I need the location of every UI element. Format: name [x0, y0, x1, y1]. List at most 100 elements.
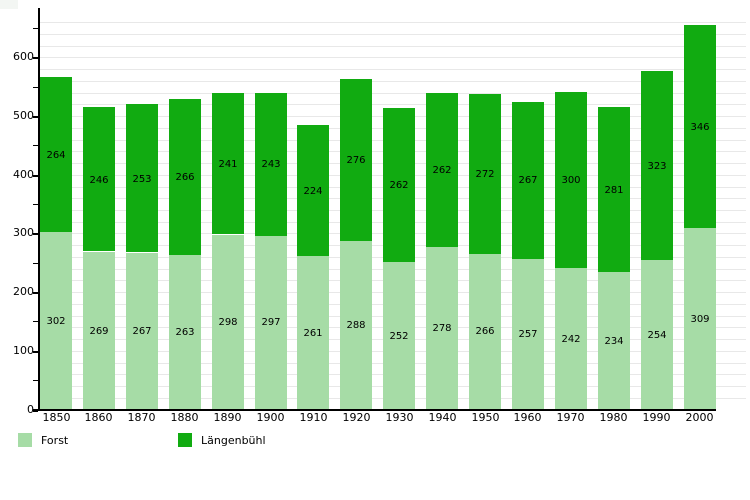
value-label-forst: 234: [604, 336, 624, 347]
value-label-forst: 309: [690, 314, 710, 325]
value-label-laengenbuehl: 323: [647, 161, 667, 172]
value-label-forst: 257: [518, 329, 538, 340]
bar-segment-forst: [426, 246, 458, 409]
value-label-laengenbuehl: 246: [89, 175, 109, 186]
bar-segment-forst: [555, 268, 587, 410]
corner-artifact: [0, 0, 18, 9]
legend-swatch-laengenbuehl: [178, 433, 192, 447]
bar-segment-forst: [83, 252, 115, 410]
x-axis-label: 1850: [42, 411, 71, 424]
value-label-forst: 254: [647, 330, 667, 341]
x-axis-label: 1980: [599, 411, 628, 424]
x-axis-label: 1970: [556, 411, 585, 424]
value-label-forst: 267: [132, 326, 152, 337]
value-label-forst: 252: [389, 331, 409, 342]
x-axis-label: 1910: [299, 411, 328, 424]
x-axis-label: 1870: [127, 411, 156, 424]
value-label-forst: 269: [89, 326, 109, 337]
y-axis-tick: [33, 145, 38, 146]
y-axis-label: 300: [13, 226, 34, 239]
gridline: [40, 93, 746, 94]
x-axis-label: 1930: [385, 411, 414, 424]
bar-segment-forst: [297, 256, 329, 409]
y-axis-tick: [33, 380, 38, 381]
bar-segment-forst: [383, 262, 415, 410]
y-axis-label: 100: [13, 344, 34, 357]
x-axis-label: 1880: [170, 411, 199, 424]
bar-segment-forst: [512, 259, 544, 410]
x-axis-label: 1940: [428, 411, 457, 424]
bar-segment-forst: [598, 272, 630, 409]
x-axis-label: 2000: [685, 411, 714, 424]
value-label-forst: 298: [218, 317, 238, 328]
bar-segment-laengenbuehl: [40, 77, 72, 232]
y-axis-tick: [33, 321, 38, 322]
bar-segment-forst: [469, 253, 501, 409]
value-label-laengenbuehl: 241: [218, 159, 238, 170]
y-axis-tick: [33, 263, 38, 264]
x-axis-label: 1990: [642, 411, 671, 424]
value-label-forst: 297: [261, 317, 281, 328]
bar-segment-forst: [40, 232, 72, 409]
value-label-forst: 278: [432, 323, 452, 334]
bar-segment-laengenbuehl: [297, 125, 329, 256]
legend-label-forst: Forst: [41, 434, 69, 447]
y-axis-tick: [33, 233, 38, 235]
y-axis-tick: [33, 351, 38, 353]
bar-segment-forst: [684, 228, 716, 409]
gridline: [40, 81, 746, 82]
bar-segment-forst: [169, 255, 201, 409]
x-axis-label: 1890: [213, 411, 242, 424]
bar-segment-laengenbuehl: [83, 107, 115, 251]
y-axis-tick: [33, 87, 38, 88]
y-axis-label: 500: [13, 109, 34, 122]
bar-segment-laengenbuehl: [426, 93, 458, 247]
value-label-forst: 261: [303, 328, 323, 339]
y-axis-label: 400: [13, 168, 34, 181]
bar-segment-forst: [255, 235, 287, 409]
x-axis-label: 1920: [342, 411, 371, 424]
y-axis-tick: [33, 175, 38, 177]
value-label-forst: 288: [346, 320, 366, 331]
value-label-laengenbuehl: 346: [690, 122, 710, 133]
bar-segment-laengenbuehl: [641, 71, 673, 260]
bar-segment-laengenbuehl: [383, 108, 415, 262]
value-label-laengenbuehl: 281: [604, 185, 624, 196]
value-label-laengenbuehl: 264: [46, 150, 66, 161]
x-axis-line: [33, 409, 716, 411]
value-label-laengenbuehl: 300: [561, 175, 581, 186]
x-axis-label: 1860: [84, 411, 113, 424]
y-axis-tick: [33, 204, 38, 205]
value-label-laengenbuehl: 276: [346, 155, 366, 166]
legend-swatch-forst: [18, 433, 32, 447]
y-axis-tick: [33, 410, 38, 412]
bar-segment-laengenbuehl: [555, 92, 587, 268]
x-axis-label: 1960: [513, 411, 542, 424]
bar-segment-laengenbuehl: [169, 99, 201, 255]
gridline: [40, 69, 746, 70]
value-label-laengenbuehl: 267: [518, 175, 538, 186]
value-label-laengenbuehl: 262: [432, 165, 452, 176]
bar-segment-laengenbuehl: [684, 25, 716, 228]
y-axis-label: 0: [27, 403, 34, 416]
bar-segment-laengenbuehl: [512, 102, 544, 259]
y-axis-tick: [33, 116, 38, 118]
y-axis-tick: [33, 292, 38, 294]
value-label-forst: 263: [175, 327, 195, 338]
value-label-laengenbuehl: 272: [475, 169, 495, 180]
value-label-forst: 302: [46, 316, 66, 327]
value-label-forst: 266: [475, 326, 495, 337]
gridline: [40, 57, 746, 58]
bar-segment-laengenbuehl: [126, 104, 158, 252]
gridline: [40, 34, 746, 35]
gridline: [40, 46, 746, 47]
bar-segment-forst: [641, 260, 673, 409]
bar-segment-forst: [340, 241, 372, 410]
gridline: [40, 104, 746, 105]
legend-label-laengenbuehl: Längenbühl: [201, 434, 266, 447]
value-label-laengenbuehl: 253: [132, 174, 152, 185]
bar-segment-forst: [212, 235, 244, 410]
y-axis-label: 600: [13, 50, 34, 63]
gridline: [40, 22, 746, 23]
